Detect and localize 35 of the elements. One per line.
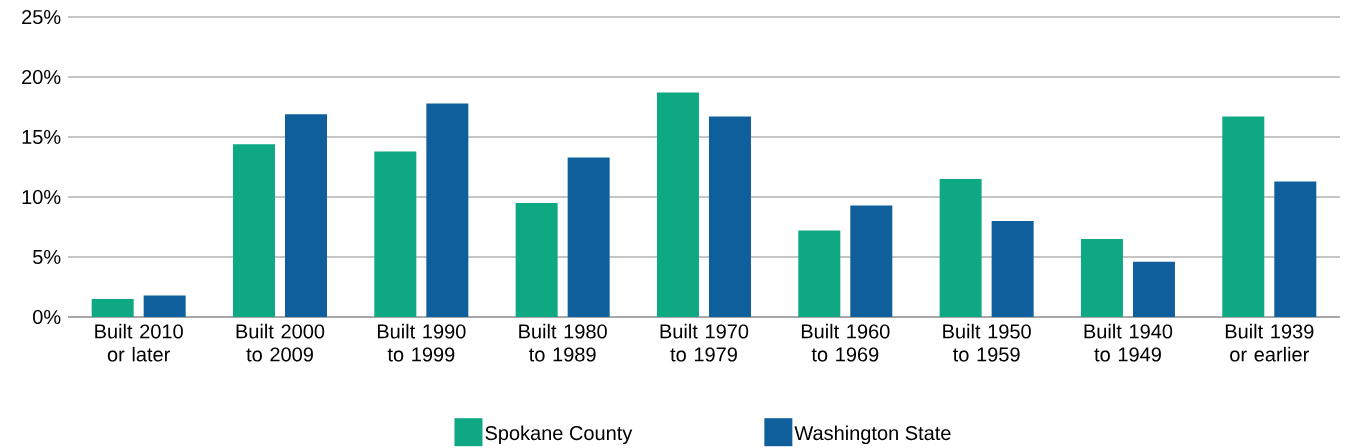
x-tick-label: Built 1990 to 1999 bbox=[377, 323, 466, 362]
x-tick-label: Built 1939 or earlier bbox=[1225, 323, 1314, 362]
bar bbox=[143, 295, 186, 317]
y-tick-label: 0% bbox=[33, 309, 61, 324]
bar bbox=[1274, 181, 1317, 317]
bar bbox=[656, 92, 699, 317]
y-tick-label: 25% bbox=[22, 9, 61, 24]
bar bbox=[1080, 238, 1123, 317]
bar bbox=[1132, 261, 1175, 317]
bar bbox=[1222, 116, 1265, 317]
y-tick-label: 15% bbox=[22, 129, 61, 144]
x-tick-label: Built 1980 to 1989 bbox=[519, 323, 607, 362]
bar bbox=[850, 205, 893, 317]
bar bbox=[991, 220, 1034, 317]
x-tick-label: Built 2000 to 2009 bbox=[236, 323, 325, 362]
x-tick-label: Built 1970 to 1979 bbox=[660, 323, 749, 362]
legend-label: Washington State bbox=[794, 425, 951, 445]
legend-label: Spokane County bbox=[485, 425, 633, 445]
bar bbox=[91, 298, 134, 317]
bar bbox=[939, 178, 982, 317]
bar bbox=[426, 103, 469, 317]
bar bbox=[374, 151, 417, 317]
x-tick-label: Built 1940 to 1949 bbox=[1084, 323, 1173, 362]
y-tick-label: 10% bbox=[22, 189, 61, 204]
bar bbox=[798, 230, 841, 317]
x-tick-label: Built 2010 or later bbox=[95, 323, 183, 362]
bar bbox=[708, 116, 751, 317]
bar bbox=[285, 114, 327, 317]
bar bbox=[515, 202, 558, 317]
x-tick-label: Built 1960 to 1969 bbox=[801, 323, 890, 362]
y-tick-label: 20% bbox=[22, 69, 61, 84]
bar bbox=[232, 144, 275, 317]
x-tick-label: Built 1950 to 1959 bbox=[943, 323, 1031, 362]
y-tick-label: 5% bbox=[33, 249, 61, 264]
bar bbox=[567, 157, 610, 317]
